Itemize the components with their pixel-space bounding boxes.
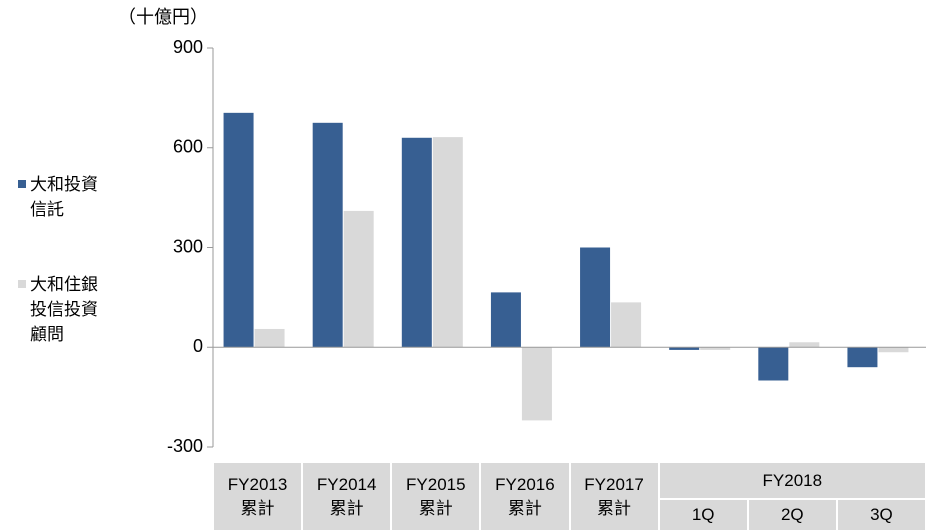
bar xyxy=(580,247,611,348)
x-tick-label: 2Q xyxy=(747,499,837,531)
bar xyxy=(847,347,878,368)
unit-label: （十億円） xyxy=(118,7,208,27)
legend-item: 大和住銀投信投資顧問 xyxy=(18,272,100,347)
legend-label: 大和住銀投信投資顧問 xyxy=(30,275,98,344)
bar xyxy=(611,302,642,348)
x-tick-label: FY2017 累計 xyxy=(569,462,659,531)
bar xyxy=(312,122,343,348)
bar xyxy=(758,347,789,381)
bar xyxy=(254,328,285,348)
bar xyxy=(343,210,374,348)
bar xyxy=(521,347,552,421)
x-tick-label: FY2016 累計 xyxy=(480,462,570,531)
y-tick-label: 300 xyxy=(173,236,203,256)
y-tick-label: -300 xyxy=(167,436,203,456)
bar xyxy=(432,137,463,348)
legend-swatch xyxy=(18,180,26,188)
category-group-label: FY2018 xyxy=(658,462,926,499)
x-tick-label: 1Q xyxy=(658,499,748,531)
bar xyxy=(490,292,521,348)
x-tick-label: FY2014 累計 xyxy=(302,462,392,531)
legend-item: 大和投資信託 xyxy=(18,172,100,222)
bar xyxy=(669,347,700,350)
legend-swatch xyxy=(18,280,26,288)
y-tick-label: 600 xyxy=(173,137,203,157)
bar xyxy=(878,347,909,353)
bar xyxy=(401,137,432,348)
bar xyxy=(700,347,731,350)
x-tick-label: 3Q xyxy=(836,499,926,531)
y-tick-label: 900 xyxy=(173,37,203,57)
bar xyxy=(223,112,254,348)
x-tick-label: FY2013 累計 xyxy=(213,462,303,531)
x-tick-label: FY2015 累計 xyxy=(391,462,481,531)
legend-label: 大和投資信託 xyxy=(30,175,98,219)
bar xyxy=(789,342,820,348)
y-tick-label: 0 xyxy=(193,336,203,356)
